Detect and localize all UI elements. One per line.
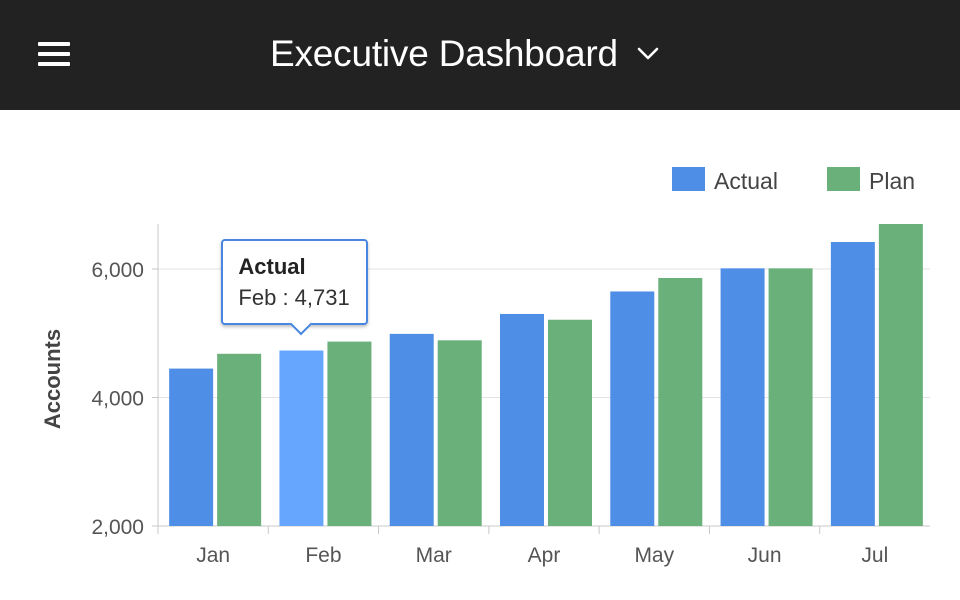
y-tick-label: 2,000 — [91, 516, 144, 539]
bar-actual-jan — [169, 368, 214, 526]
bar-actual-jul — [830, 241, 875, 526]
legend-swatch-actual — [672, 167, 705, 191]
y-axis-title: Accounts — [40, 329, 65, 429]
x-tick-label: Feb — [305, 544, 341, 567]
tooltip-text: Feb : 4,731 — [238, 284, 350, 310]
page-title: Executive Dashboard — [270, 33, 618, 74]
dashboard-selector[interactable]: Executive Dashboard — [270, 26, 660, 82]
chevron-down-icon — [636, 42, 660, 66]
bar-plan-jul — [878, 224, 923, 526]
bar-plan-feb — [327, 341, 372, 526]
x-tick-label: Jul — [861, 544, 888, 567]
menu-button[interactable] — [26, 30, 82, 78]
bar-plan-may — [658, 277, 703, 526]
bar-plan-jan — [217, 353, 262, 526]
bar-plan-jun — [768, 268, 813, 526]
hamburger-menu-icon — [38, 42, 70, 46]
bar-plan-apr — [548, 319, 592, 526]
bar-actual-apr — [500, 313, 544, 526]
top-bar: Executive Dashboard — [0, 0, 960, 110]
x-tick-label: May — [634, 544, 674, 567]
legend-label-plan: Plan — [869, 168, 915, 194]
y-tick-label: 6,000 — [91, 259, 144, 282]
y-tick-label: 4,000 — [91, 387, 144, 410]
x-tick-label: Jun — [748, 544, 782, 567]
hamburger-menu-icon-bar — [38, 62, 70, 66]
x-tick-label: Apr — [528, 544, 561, 567]
legend-label-actual: Actual — [714, 168, 778, 194]
chart-panel: 2,000 4,000 6,000 Accounts Jan Feb Mar Apr May Ju… — [0, 110, 960, 600]
bar-actual-jun — [720, 268, 765, 526]
accounts-bar-chart: 2,000 4,000 6,000 Accounts Jan Feb Mar Apr May Ju… — [40, 167, 930, 567]
bar-actual-mar — [389, 333, 434, 526]
x-tick-label: Jan — [196, 544, 230, 567]
bar-actual-feb — [279, 350, 324, 526]
tooltip-title: Actual — [238, 253, 306, 279]
x-tick-label: Mar — [416, 544, 452, 567]
hamburger-menu-icon-bar — [38, 52, 70, 56]
chart-tooltip: Actual Feb : 4,731 — [221, 238, 368, 335]
bar-plan-mar — [437, 340, 482, 526]
legend-swatch-plan — [827, 167, 860, 191]
bar-actual-may — [610, 291, 655, 526]
